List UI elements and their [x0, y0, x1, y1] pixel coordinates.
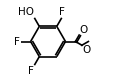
Text: F: F	[28, 66, 34, 76]
Text: F: F	[58, 7, 64, 17]
Text: HO: HO	[18, 7, 34, 17]
Text: F: F	[14, 37, 20, 46]
Text: O: O	[82, 45, 90, 55]
Text: O: O	[79, 25, 87, 35]
